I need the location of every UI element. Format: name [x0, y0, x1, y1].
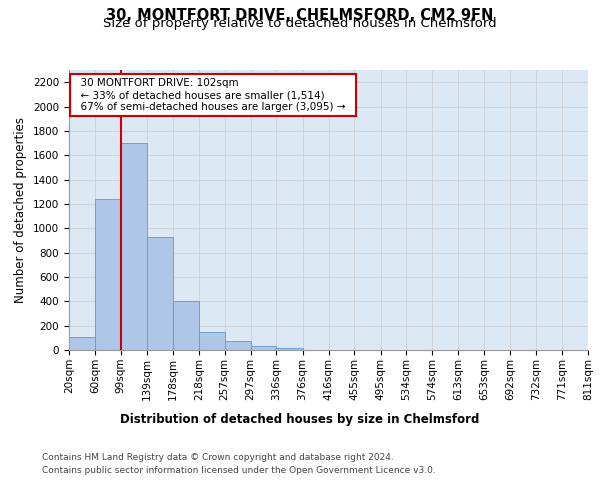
Bar	[199, 332, 224, 350]
Text: Distribution of detached houses by size in Chelmsford: Distribution of detached houses by size …	[121, 412, 479, 426]
Bar	[147, 237, 173, 350]
Y-axis label: Number of detached properties: Number of detached properties	[14, 117, 28, 303]
Bar	[277, 348, 302, 350]
Bar	[173, 302, 199, 350]
Bar	[224, 342, 251, 350]
Text: Size of property relative to detached houses in Chelmsford: Size of property relative to detached ho…	[103, 18, 497, 30]
Bar	[251, 346, 277, 350]
Text: 30, MONTFORT DRIVE, CHELMSFORD, CM2 9FN: 30, MONTFORT DRIVE, CHELMSFORD, CM2 9FN	[106, 8, 494, 22]
Text: 30 MONTFORT DRIVE: 102sqm  
  ← 33% of detached houses are smaller (1,514)  
  6: 30 MONTFORT DRIVE: 102sqm ← 33% of detac…	[74, 78, 352, 112]
Text: Contains HM Land Registry data © Crown copyright and database right 2024.: Contains HM Land Registry data © Crown c…	[42, 452, 394, 462]
Bar	[121, 143, 147, 350]
Text: Contains public sector information licensed under the Open Government Licence v3: Contains public sector information licen…	[42, 466, 436, 475]
Bar	[95, 199, 121, 350]
Bar	[69, 336, 95, 350]
